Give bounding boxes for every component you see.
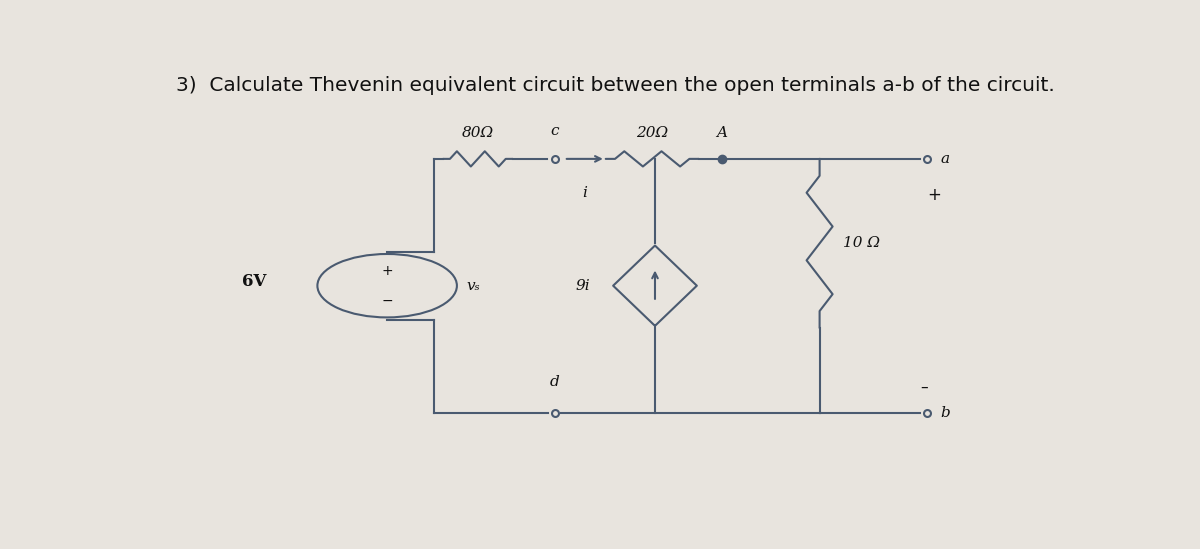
Text: a: a: [941, 152, 949, 166]
Text: i: i: [582, 186, 587, 200]
Text: A: A: [716, 126, 727, 140]
Text: b: b: [941, 406, 950, 419]
Text: 10 Ω: 10 Ω: [842, 237, 880, 250]
Text: +: +: [928, 186, 941, 204]
Text: 20Ω: 20Ω: [636, 126, 668, 140]
Text: 3)  Calculate Thevenin equivalent circuit between the open terminals a-b of the : 3) Calculate Thevenin equivalent circuit…: [175, 76, 1055, 96]
Text: +: +: [382, 264, 392, 278]
Text: –: –: [920, 380, 928, 395]
Text: −: −: [382, 294, 392, 307]
Text: 80Ω: 80Ω: [462, 126, 494, 140]
Text: vₛ: vₛ: [467, 279, 480, 293]
Text: c: c: [551, 124, 559, 138]
Text: 9i: 9i: [575, 279, 590, 293]
Text: d: d: [550, 376, 559, 389]
Text: 6V: 6V: [242, 273, 266, 290]
